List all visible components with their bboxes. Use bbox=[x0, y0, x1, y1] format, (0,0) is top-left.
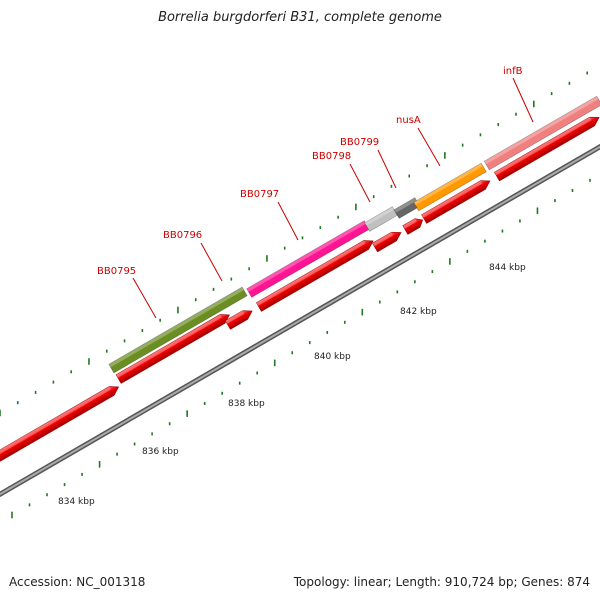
tick-label: 834 kbp bbox=[58, 497, 95, 507]
gene-label: BB0796 bbox=[163, 230, 202, 241]
gene-label: BB0798 bbox=[312, 151, 351, 162]
gene-label: nusA bbox=[396, 115, 421, 126]
tick-label: 838 kbp bbox=[228, 399, 265, 409]
cds-arrow bbox=[421, 180, 491, 224]
gene-label: BB0799 bbox=[340, 137, 379, 148]
gene-label: BB0797 bbox=[240, 189, 279, 200]
tick-label: 840 kbp bbox=[314, 352, 351, 362]
gene-bar bbox=[364, 206, 398, 232]
gene-bar bbox=[413, 162, 487, 212]
accession-text: Accession: NC_001318 bbox=[9, 575, 146, 589]
gene-label: infB bbox=[503, 66, 523, 77]
gene-labels: BB0795 BB0796 BB0797 BB0798 BB0799 nusA … bbox=[97, 66, 534, 319]
cds-arrow bbox=[255, 240, 374, 312]
gene-bar bbox=[483, 95, 600, 171]
genome-summary-text: Topology: linear; Length: 910,724 bp; Ge… bbox=[293, 575, 590, 589]
cds-arrow bbox=[494, 116, 600, 182]
tick-label: 842 kbp bbox=[400, 307, 437, 317]
tick-label: 844 kbp bbox=[489, 263, 526, 273]
map-title: Borrelia burgdorferi B31, complete genom… bbox=[158, 10, 442, 25]
cds-arrow bbox=[224, 310, 253, 330]
tick-row-inner bbox=[11, 178, 591, 519]
tick-row-outer bbox=[0, 71, 589, 417]
axis-tick-labels: 834 kbp 836 kbp 838 kbp 840 kbp 842 kbp … bbox=[58, 263, 526, 507]
cds-features bbox=[0, 116, 600, 462]
gene-bar bbox=[246, 220, 370, 298]
backbone bbox=[0, 143, 600, 498]
gene-label: BB0795 bbox=[97, 266, 136, 277]
gene-features bbox=[108, 95, 600, 374]
cds-arrow bbox=[115, 314, 230, 384]
cds-arrow bbox=[0, 386, 120, 462]
cds-arrow bbox=[372, 231, 402, 253]
cds-arrow bbox=[402, 218, 424, 235]
gene-bar bbox=[108, 286, 248, 374]
tick-label: 836 kbp bbox=[142, 447, 179, 457]
